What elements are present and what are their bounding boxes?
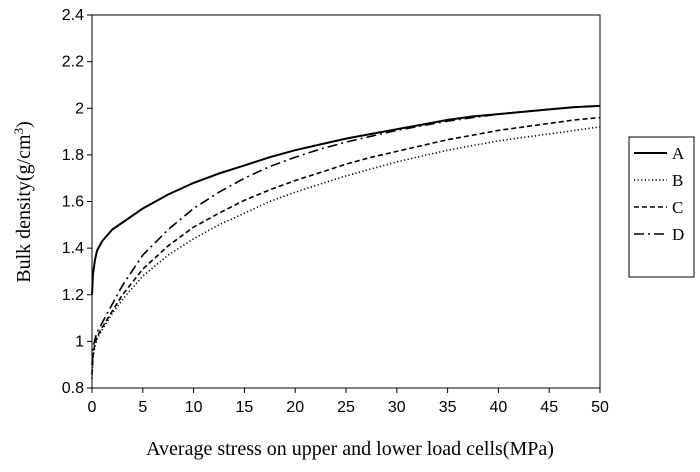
x-tick-label: 50 [591,399,609,416]
series-line-d [91,105,601,365]
y-axis-title-sup: 3 [11,128,26,135]
x-tick-label: 0 [88,399,97,416]
x-tick-label: 15 [236,399,254,416]
x-tick-label: 20 [286,399,304,416]
legend-label-c: C [672,198,683,217]
y-axis: 0.8 1 1.2 1.4 1.6 1.8 2 2.2 2.4 [62,7,92,397]
legend-label-a: A [672,144,685,163]
y-axis-title-close: ) [13,121,35,128]
legend-label-d: D [672,225,684,244]
series-lines [91,104,601,379]
y-tick-label: 1.2 [62,287,84,304]
y-tick-label: 2 [75,100,84,117]
y-tick-label: 1.6 [62,194,84,211]
x-tick-label: 10 [185,399,203,416]
y-tick-label: 2.2 [62,54,84,71]
y-axis-title: Bulk density(g/cm3) [11,121,36,283]
y-axis-title-main: Bulk density(g/cm [13,134,35,283]
x-tick-label: 25 [337,399,355,416]
y-tick-label: 1.8 [62,147,84,164]
y-tick-label: 0.8 [62,380,84,397]
y-tick-label: 2.4 [62,7,84,24]
legend-label-b: B [672,171,683,190]
x-tick-label: 45 [540,399,558,416]
series-line-b [91,126,601,379]
x-tick-label: 35 [439,399,457,416]
y-tick-label: 1 [75,333,84,350]
y-tick-label: 1.4 [62,240,84,257]
x-axis-title: Average stress on upper and lower load c… [146,438,554,460]
series-line-c [91,116,601,375]
x-axis: 0 5 10 15 20 25 30 35 40 45 50 [88,388,609,416]
x-tick-label: 30 [388,399,406,416]
plot-area [91,14,601,389]
x-tick-label: 5 [138,399,147,416]
x-tick-label: 40 [490,399,508,416]
